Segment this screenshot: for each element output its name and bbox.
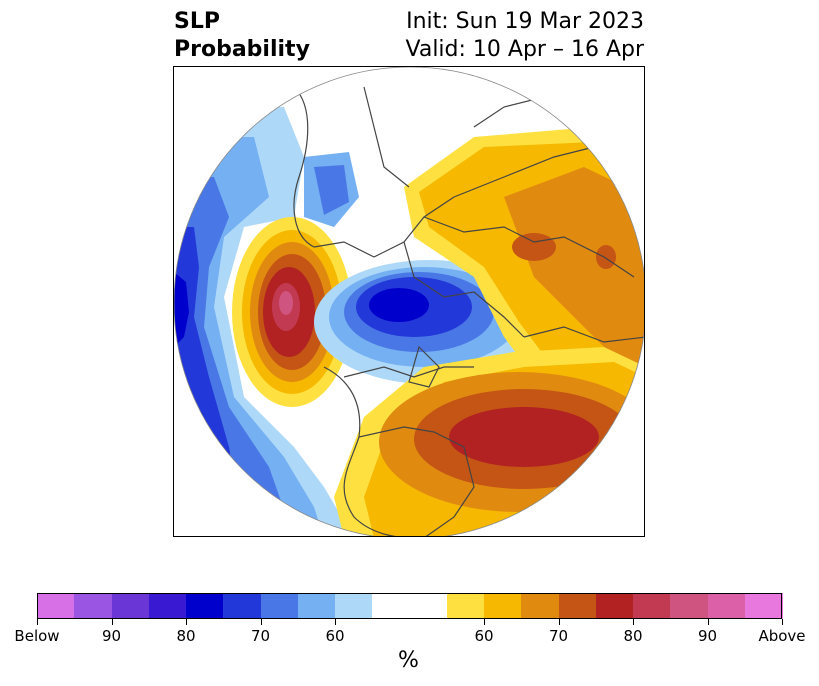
colorbar-segment — [446, 593, 485, 619]
colorbar-segment — [558, 593, 597, 619]
colorbar-segment — [707, 593, 746, 619]
positive-anomaly-eurasia — [404, 127, 644, 407]
colorbar-tick-label: 80 — [623, 627, 643, 645]
colorbar-tick-label: 90 — [697, 627, 718, 645]
colorbar-tick — [633, 619, 634, 625]
colorbar-segment — [372, 593, 410, 619]
colorbar-tick-label: 70 — [548, 627, 569, 645]
colorbar-segment — [186, 593, 224, 619]
colorbar-segment — [223, 593, 261, 619]
polar-map — [174, 67, 644, 536]
colorbar-tick-label: 60 — [325, 627, 345, 645]
colorbar-segment — [260, 593, 299, 619]
date-info: Init: Sun 19 Mar 2023 Valid: 10 Apr – 16… — [406, 8, 645, 64]
colorbar-tick-label: Above — [758, 627, 806, 645]
colorbar-segment — [37, 593, 75, 619]
colorbar-segment — [335, 593, 373, 619]
colorbar-tick — [260, 619, 262, 625]
colorbar-segment — [744, 593, 783, 619]
colorbar-tick — [707, 619, 709, 625]
colorbar-segment — [148, 593, 187, 619]
colorbar-segment — [670, 593, 708, 619]
colorbar-segment — [521, 593, 559, 619]
colorbar-segment — [484, 593, 522, 619]
colorbar-tick-label: 60 — [474, 627, 494, 645]
colorbar-tick — [111, 619, 113, 625]
title-line-1: SLP — [174, 9, 220, 34]
colorbar-tick-label: 70 — [250, 627, 271, 645]
colorbar-segment — [409, 593, 448, 619]
colorbar-tick-label: 90 — [101, 627, 122, 645]
colorbar-tick-label: Below — [14, 627, 60, 645]
negative-anomaly-arctic — [314, 260, 544, 384]
colorbar-tick — [335, 619, 336, 625]
colorbar-tick — [558, 619, 560, 625]
colorbar-segment — [74, 593, 112, 619]
colorbar-tick — [37, 619, 38, 625]
colorbar-tick — [186, 619, 187, 625]
colorbar-tick — [484, 619, 485, 625]
positive-anomaly-northeast-pacific — [232, 217, 352, 407]
valid-range: Valid: 10 Apr – 16 Apr — [405, 37, 645, 62]
colorbar-unit-label: % — [398, 648, 419, 673]
colorbar-segment — [633, 593, 671, 619]
colorbar-tick-label: 80 — [176, 627, 196, 645]
plot-title: SLP Probability — [174, 8, 310, 64]
colorbar-tick — [782, 619, 783, 625]
colorbar-segment — [595, 593, 634, 619]
colorbar-segment — [111, 593, 150, 619]
colorbar — [37, 593, 783, 619]
map-panel — [173, 66, 645, 537]
init-date: Init: Sun 19 Mar 2023 — [406, 9, 644, 34]
title-line-2: Probability — [174, 37, 310, 62]
continent-outlines — [293, 86, 644, 536]
colorbar-segment — [297, 593, 336, 619]
